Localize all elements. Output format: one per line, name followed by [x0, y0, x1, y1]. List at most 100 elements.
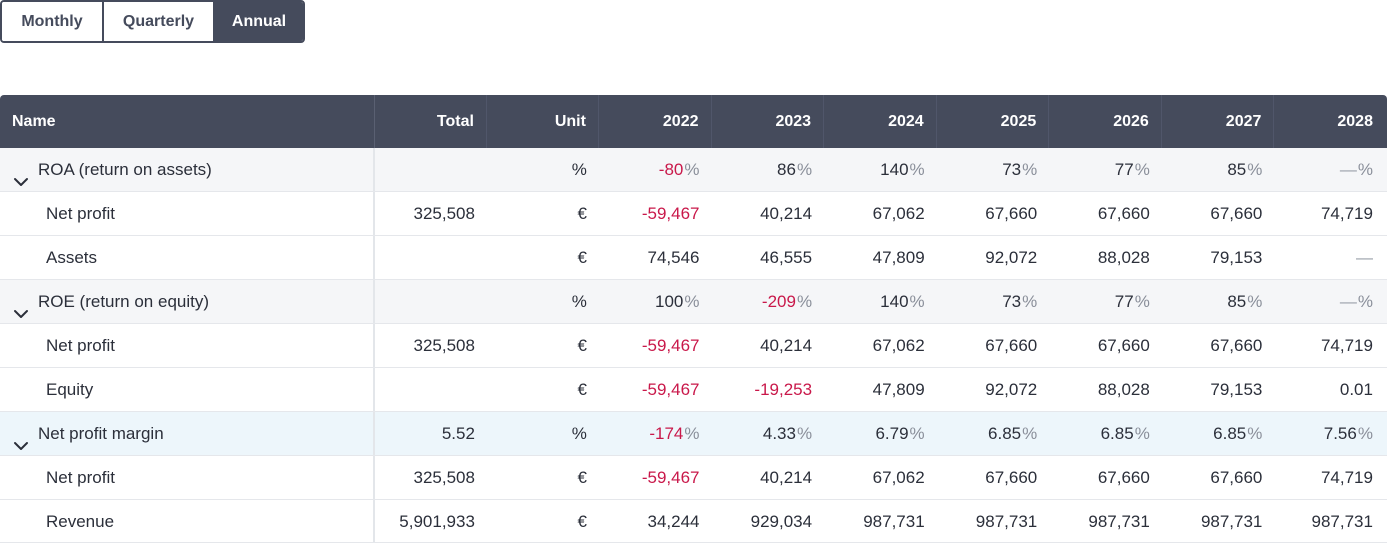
unit-cell: € — [577, 248, 587, 267]
period-toggle: Monthly Quarterly Annual — [0, 0, 305, 43]
tab-monthly[interactable]: Monthly — [2, 2, 102, 41]
percent-suffix: % — [1022, 160, 1038, 179]
chevron-down-icon[interactable] — [12, 426, 30, 450]
unit-cell: % — [571, 160, 587, 179]
cell-value: 79,153 — [1210, 248, 1263, 267]
cell-value: 74,719 — [1320, 468, 1373, 487]
percent-suffix: % — [1022, 292, 1038, 311]
column-header-2022[interactable]: 2022 — [599, 95, 712, 148]
chevron-down-icon[interactable] — [12, 294, 30, 318]
value-cell: 74,719 — [1274, 192, 1387, 235]
percent-suffix: % — [1134, 424, 1150, 443]
row-label: Revenue — [46, 512, 115, 531]
value-cell: 140% — [824, 148, 937, 191]
value-cell: 85% — [1162, 280, 1275, 323]
column-header-2023[interactable]: 2023 — [712, 95, 825, 148]
cell-value: 67,660 — [985, 204, 1038, 223]
tab-annual[interactable]: Annual — [213, 2, 303, 41]
value-cell: — — [1274, 236, 1387, 279]
row-name-cell: Net profit — [0, 192, 375, 235]
total-cell: 325,508 — [413, 468, 475, 487]
cell-value: 6.85 — [1213, 424, 1247, 443]
row-name-cell: ROA (return on assets) — [0, 148, 375, 191]
column-header-2025[interactable]: 2025 — [937, 95, 1050, 148]
value-cell: —% — [1274, 148, 1387, 191]
value-cell: 987,731 — [1274, 500, 1387, 542]
cell-value: 40,214 — [760, 468, 813, 487]
percent-suffix: % — [1357, 292, 1373, 311]
total-cell: 325,508 — [413, 336, 475, 355]
chevron-down-icon[interactable] — [12, 162, 30, 186]
unit-cell: % — [571, 424, 587, 443]
table-row-group[interactable]: ROE (return on equity)% 100% -209% 140% 73% 7… — [0, 280, 1387, 324]
cell-value: 74,719 — [1320, 204, 1373, 223]
cell-value: 929,034 — [750, 512, 813, 531]
row-name-cell: Net profit margin — [0, 412, 375, 455]
value-cell: 92,072 — [937, 368, 1050, 411]
value-cell: -19,253 — [712, 368, 825, 411]
column-header-2028[interactable]: 2028 — [1337, 113, 1373, 130]
cell-value: -59,467 — [641, 336, 700, 355]
total-cell — [375, 148, 487, 191]
value-cell: 40,214 — [712, 192, 825, 235]
total-cell: 5,901,933 — [399, 512, 475, 531]
cell-value: 140 — [880, 160, 909, 179]
cell-value: 987,731 — [975, 512, 1038, 531]
percent-suffix: % — [1247, 424, 1263, 443]
cell-value: 47,809 — [872, 248, 925, 267]
value-cell: 67,660 — [1162, 324, 1275, 367]
column-header-name[interactable]: Name — [0, 95, 375, 148]
table-row-group[interactable]: ROA (return on assets)% -80% 86% 140% 73% 77%… — [0, 148, 1387, 192]
table-row-group[interactable]: Net profit margin 5.52% -174% 4.33% 6.79% 6.8… — [0, 412, 1387, 456]
cell-value: 92,072 — [985, 248, 1038, 267]
row-label: Assets — [46, 248, 98, 267]
value-cell: 40,214 — [712, 324, 825, 367]
value-cell: 67,660 — [1162, 456, 1275, 499]
column-header-2027[interactable]: 2027 — [1162, 95, 1275, 148]
cell-value: 85 — [1227, 160, 1247, 179]
value-cell: -59,467 — [599, 192, 712, 235]
cell-value: 987,731 — [863, 512, 925, 531]
row-name-cell: ROE (return on equity) — [0, 280, 375, 323]
unit-cell: € — [577, 380, 587, 399]
percent-suffix: % — [684, 160, 700, 179]
column-header-2026[interactable]: 2026 — [1049, 95, 1162, 148]
value-cell: 79,153 — [1162, 236, 1275, 279]
column-header-unit[interactable]: Unit — [487, 95, 599, 148]
value-cell: 100% — [599, 280, 712, 323]
value-cell: 79,153 — [1162, 368, 1275, 411]
cell-value: 67,660 — [985, 336, 1038, 355]
row-name-cell: Revenue — [0, 500, 375, 542]
row-label: ROA (return on assets) — [38, 160, 212, 179]
cell-value: 77 — [1114, 292, 1134, 311]
row-label: Equity — [46, 380, 94, 399]
value-cell: 987,731 — [1162, 500, 1275, 542]
column-header-2024[interactable]: 2024 — [824, 95, 937, 148]
cell-value: 67,062 — [872, 204, 925, 223]
value-cell: 987,731 — [824, 500, 937, 542]
column-header-total[interactable]: Total — [375, 95, 487, 148]
value-cell: 6.79% — [824, 412, 937, 455]
value-cell: 929,034 — [712, 500, 825, 542]
cell-value: 34,244 — [647, 512, 700, 531]
value-cell: 73% — [937, 148, 1050, 191]
tab-quarterly[interactable]: Quarterly — [102, 2, 213, 41]
cell-value: 6.85 — [988, 424, 1022, 443]
cell-value: 67,660 — [1097, 468, 1150, 487]
cell-value: 67,660 — [1097, 204, 1150, 223]
value-cell: 67,062 — [824, 456, 937, 499]
cell-value: 7.56 — [1323, 424, 1357, 443]
unit-cell: € — [577, 336, 587, 355]
value-cell: 4.33% — [712, 412, 825, 455]
cell-value: 0.01 — [1339, 380, 1373, 399]
percent-suffix: % — [1022, 424, 1038, 443]
table-row: Net profit 325,508 € -59,467 40,214 67,062 67,… — [0, 456, 1387, 500]
cell-value: — — [1355, 248, 1373, 267]
cell-value: 987,731 — [1200, 512, 1263, 531]
cell-value: 987,731 — [1311, 512, 1373, 531]
table-header: Name Total Unit 2022 2023 2024 2025 2026… — [0, 95, 1387, 148]
percent-suffix: % — [1134, 292, 1150, 311]
percent-suffix: % — [796, 424, 813, 443]
percent-suffix: % — [796, 160, 813, 179]
value-cell: 67,062 — [824, 324, 937, 367]
